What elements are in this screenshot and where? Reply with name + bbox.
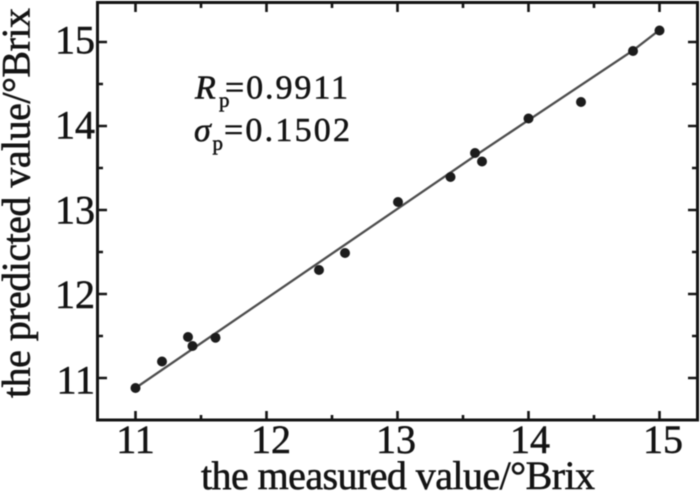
svg-text:13: 13 (55, 188, 95, 233)
svg-text:14: 14 (510, 417, 550, 462)
svg-text:=0.1502: =0.1502 (224, 112, 350, 149)
svg-text:11: 11 (116, 417, 155, 462)
svg-text:14: 14 (55, 103, 95, 148)
svg-text:15: 15 (55, 18, 95, 63)
svg-text:11: 11 (56, 358, 95, 403)
svg-text:13: 13 (376, 417, 416, 462)
svg-text:R: R (194, 70, 216, 107)
svg-text:12: 12 (55, 272, 95, 317)
svg-text:p: p (213, 131, 224, 155)
svg-text:σ: σ (194, 112, 212, 149)
svg-text:p: p (219, 88, 230, 112)
svg-text:the predicted value/°Brix: the predicted value/°Brix (0, 8, 39, 398)
svg-text:=0.9911: =0.9911 (225, 70, 348, 107)
svg-text:12: 12 (251, 417, 291, 462)
svg-text:the measured value/°Brix: the measured value/°Brix (201, 453, 595, 496)
svg-text:15: 15 (643, 417, 683, 462)
